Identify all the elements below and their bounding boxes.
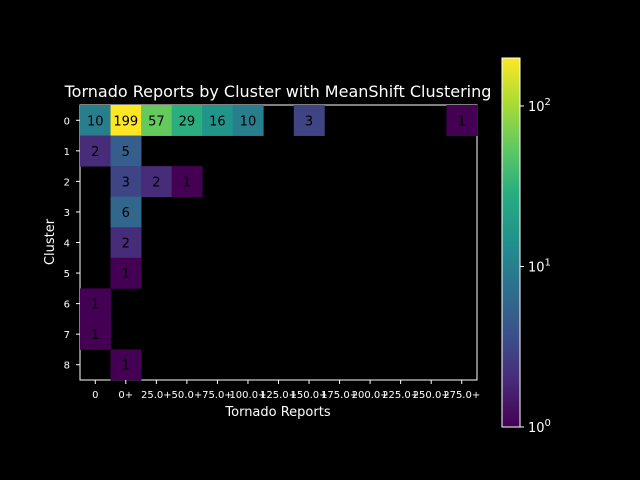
heatmap-cell (110, 105, 142, 136)
cell-value-label: 1 (91, 328, 99, 343)
heatmap-cell (202, 105, 234, 136)
heatmap-cell (171, 105, 203, 136)
x-tick-label: 75.0+ (202, 390, 233, 401)
y-tick-label: 5 (64, 269, 70, 280)
y-tick-label: 6 (64, 300, 70, 311)
heatmap-cell (171, 166, 203, 198)
x-tick-label: 125.0+ (260, 390, 297, 401)
colorbar (501, 57, 521, 428)
x-tick-label: 100.0+ (229, 390, 266, 401)
y-tick-label: 3 (64, 208, 70, 219)
heatmap-cell (80, 135, 111, 167)
cell-value-label: 1 (122, 267, 130, 282)
x-tick-label: 275.0+ (443, 390, 480, 401)
x-tick-label: 250.0+ (413, 390, 450, 401)
x-tick-label: 25.0+ (141, 390, 172, 401)
heatmap-cell (110, 227, 142, 259)
colorbar-tick-label: 100 (528, 418, 551, 436)
heatmap-cell (293, 105, 325, 136)
x-tick-label: 150.0+ (291, 390, 328, 401)
x-tick-label: 200.0+ (352, 390, 389, 401)
chart-title: Tornado Reports by Cluster with MeanShif… (64, 82, 492, 101)
y-axis-label: Cluster (43, 218, 58, 265)
x-tick-label: 0 (92, 390, 98, 401)
cell-value-label: 10 (87, 114, 104, 129)
x-tick-label: 175.0+ (321, 390, 358, 401)
heatmap-cell (110, 135, 142, 167)
heatmap-cell (80, 105, 111, 136)
cell-value-label: 29 (179, 114, 196, 129)
heatmap-cell (141, 166, 173, 198)
heatmap-cell (80, 318, 111, 350)
cell-value-label: 2 (152, 175, 160, 190)
y-axis-ticks: 0 1 2 3 4 5 6 7 8 (64, 116, 80, 372)
heatmap-cell (110, 257, 142, 289)
cell-value-label: 1 (122, 359, 130, 374)
cell-value-label: 1 (91, 298, 99, 313)
heatmap-cells (80, 105, 478, 381)
y-tick-label: 8 (64, 361, 70, 372)
colorbar-tick-label: 102 (528, 97, 551, 115)
y-tick-label: 4 (64, 239, 70, 250)
cell-value-label: 3 (305, 114, 313, 129)
x-tick-label: 0+ (118, 390, 133, 401)
colorbar-tick-base: 10 (528, 260, 545, 275)
x-tick-label: 50.0+ (172, 390, 203, 401)
cell-value-label: 2 (122, 237, 130, 252)
colorbar-tick-exponent: 1 (545, 257, 551, 268)
heatmap-cell (141, 105, 173, 136)
y-tick-label: 0 (64, 116, 70, 127)
x-axis-ticks: 0 0+ 25.0+ 50.0+ 75.0+100.0+125.0+150.0+175.… (92, 380, 480, 401)
heatmap-cell (110, 349, 142, 381)
colorbar-tick-exponent: 2 (545, 97, 551, 108)
heatmap-cell (232, 105, 264, 136)
cell-value-label: 199 (113, 114, 138, 129)
cell-value-label: 10 (240, 114, 257, 129)
heatmap-cell (110, 166, 142, 198)
cell-value-label: 1 (458, 114, 466, 129)
y-tick-label: 1 (64, 147, 70, 158)
cell-value-label: 1 (183, 175, 191, 190)
heatmap-cell (80, 288, 111, 320)
colorbar-tick-exponent: 0 (545, 418, 551, 429)
x-tick-label: 225.0+ (382, 390, 419, 401)
y-tick-label: 7 (64, 330, 70, 341)
cell-value-label: 3 (122, 175, 130, 190)
heatmap-cell (110, 196, 142, 228)
cell-value-label: 2 (91, 145, 99, 160)
cell-value-label: 57 (148, 114, 165, 129)
colorbar-tick-base: 10 (528, 421, 545, 436)
heatmap-cell (446, 105, 478, 136)
colorbar-tick-base: 10 (528, 100, 545, 115)
cell-value-label: 6 (122, 206, 130, 221)
cell-value-label: 5 (122, 145, 130, 160)
x-axis-label: Tornado Reports (224, 405, 330, 420)
y-tick-label: 2 (64, 177, 70, 188)
cell-value-label: 16 (209, 114, 226, 129)
colorbar-tick-label: 101 (528, 257, 551, 275)
